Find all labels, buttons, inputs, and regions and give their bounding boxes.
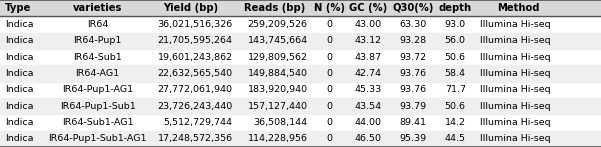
Text: 43.54: 43.54 — [355, 102, 382, 111]
Text: 183,920,940: 183,920,940 — [248, 85, 308, 94]
Text: IR64-Pup1-Sub1-AG1: IR64-Pup1-Sub1-AG1 — [49, 134, 147, 143]
Text: 56.0: 56.0 — [445, 36, 466, 45]
Text: 43.12: 43.12 — [355, 36, 382, 45]
Text: 0: 0 — [326, 102, 332, 111]
Text: 19,601,243,862: 19,601,243,862 — [157, 53, 233, 62]
Text: 259,209,526: 259,209,526 — [248, 20, 308, 29]
Text: Yield (bp): Yield (bp) — [163, 3, 218, 13]
Text: 14.2: 14.2 — [445, 118, 466, 127]
Text: 71.7: 71.7 — [445, 85, 466, 94]
Text: 50.6: 50.6 — [445, 53, 466, 62]
Text: Illumina Hi-seq: Illumina Hi-seq — [480, 102, 551, 111]
Text: 0: 0 — [326, 134, 332, 143]
Text: 58.4: 58.4 — [445, 69, 466, 78]
Text: 23,726,243,440: 23,726,243,440 — [157, 102, 233, 111]
Text: IR64-Pup1-AG1: IR64-Pup1-AG1 — [62, 85, 133, 94]
Text: Illumina Hi-seq: Illumina Hi-seq — [480, 53, 551, 62]
Text: Indica: Indica — [5, 69, 33, 78]
Text: 0: 0 — [326, 53, 332, 62]
Text: 114,228,956: 114,228,956 — [248, 134, 308, 143]
Text: Q30(%): Q30(%) — [392, 3, 434, 13]
Text: Indica: Indica — [5, 36, 33, 45]
Text: IR64-Sub1: IR64-Sub1 — [73, 53, 122, 62]
Text: 0: 0 — [326, 69, 332, 78]
Text: IR64: IR64 — [87, 20, 108, 29]
Text: 0: 0 — [326, 118, 332, 127]
Text: Indica: Indica — [5, 20, 33, 29]
Text: 22,632,565,540: 22,632,565,540 — [157, 69, 233, 78]
Text: 93.76: 93.76 — [400, 85, 427, 94]
Text: N (%): N (%) — [314, 3, 344, 13]
Text: 36,508,144: 36,508,144 — [254, 118, 308, 127]
Text: Type: Type — [5, 3, 31, 13]
Text: IR64-Pup1-Sub1: IR64-Pup1-Sub1 — [59, 102, 136, 111]
Text: 93.72: 93.72 — [400, 53, 427, 62]
Text: Method: Method — [497, 3, 540, 13]
Text: 46.50: 46.50 — [355, 134, 382, 143]
Text: 36,021,516,326: 36,021,516,326 — [157, 20, 233, 29]
Bar — [0, 131, 601, 147]
Text: Indica: Indica — [5, 85, 33, 94]
Text: GC (%): GC (%) — [349, 3, 387, 13]
Text: 143,745,664: 143,745,664 — [248, 36, 308, 45]
Text: 42.74: 42.74 — [355, 69, 382, 78]
Text: 5,512,729,744: 5,512,729,744 — [163, 118, 233, 127]
Text: 149,884,540: 149,884,540 — [248, 69, 308, 78]
Text: 93.28: 93.28 — [400, 36, 427, 45]
Text: IR64-Sub1-AG1: IR64-Sub1-AG1 — [62, 118, 133, 127]
Text: Illumina Hi-seq: Illumina Hi-seq — [480, 118, 551, 127]
Text: Indica: Indica — [5, 134, 33, 143]
Text: Indica: Indica — [5, 118, 33, 127]
Text: 93.79: 93.79 — [400, 102, 427, 111]
Text: IR64-Pup1: IR64-Pup1 — [73, 36, 122, 45]
Text: Illumina Hi-seq: Illumina Hi-seq — [480, 36, 551, 45]
Text: Indica: Indica — [5, 102, 33, 111]
Text: 43.87: 43.87 — [355, 53, 382, 62]
Text: 50.6: 50.6 — [445, 102, 466, 111]
Text: Illumina Hi-seq: Illumina Hi-seq — [480, 20, 551, 29]
Text: varieties: varieties — [73, 3, 123, 13]
Text: 44.5: 44.5 — [445, 134, 466, 143]
Bar — [0, 98, 601, 114]
Text: 44.00: 44.00 — [355, 118, 382, 127]
Bar — [0, 0, 601, 16]
Text: 89.41: 89.41 — [400, 118, 427, 127]
Text: Illumina Hi-seq: Illumina Hi-seq — [480, 69, 551, 78]
Text: Indica: Indica — [5, 53, 33, 62]
Text: 45.33: 45.33 — [355, 85, 382, 94]
Text: Reads (bp): Reads (bp) — [245, 3, 305, 13]
Text: 27,772,061,940: 27,772,061,940 — [157, 85, 233, 94]
Text: 63.30: 63.30 — [400, 20, 427, 29]
Text: 0: 0 — [326, 20, 332, 29]
Text: 93.0: 93.0 — [445, 20, 466, 29]
Bar — [0, 65, 601, 82]
Text: 129,809,562: 129,809,562 — [248, 53, 308, 62]
Text: Illumina Hi-seq: Illumina Hi-seq — [480, 134, 551, 143]
Text: 95.39: 95.39 — [400, 134, 427, 143]
Text: depth: depth — [439, 3, 472, 13]
Text: 0: 0 — [326, 36, 332, 45]
Text: 43.00: 43.00 — [355, 20, 382, 29]
Text: 93.76: 93.76 — [400, 69, 427, 78]
Text: 17,248,572,356: 17,248,572,356 — [157, 134, 233, 143]
Text: 21,705,595,264: 21,705,595,264 — [157, 36, 233, 45]
Bar — [0, 33, 601, 49]
Text: 0: 0 — [326, 85, 332, 94]
Text: 157,127,440: 157,127,440 — [248, 102, 308, 111]
Text: IR64-AG1: IR64-AG1 — [76, 69, 120, 78]
Text: Illumina Hi-seq: Illumina Hi-seq — [480, 85, 551, 94]
